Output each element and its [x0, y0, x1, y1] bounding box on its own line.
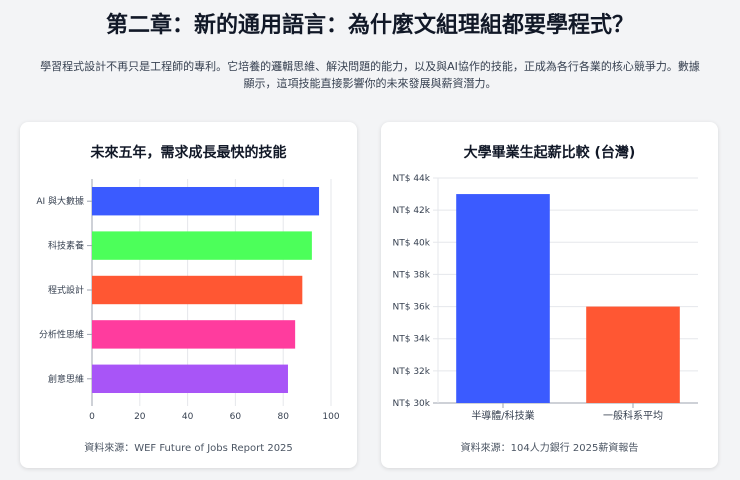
y-tick-label: NT$ 40k [393, 238, 431, 248]
x-tick-label: 半導體/科技業 [471, 409, 534, 422]
y-tick-label: NT$ 38k [393, 270, 431, 280]
salary-bar [456, 194, 550, 403]
salary-chart-title: 大學畢業生起薪比較 (台灣) [463, 145, 636, 161]
intro-paragraph: 學習程式設計不再只是工程師的專利。它培養的邏輯思維、解決問題的能力，以及與AI協… [40, 60, 700, 90]
skills-chart-source: 資料來源：WEF Future of Jobs Report 2025 [84, 443, 293, 454]
y-tick-label: 創意思維 [48, 373, 84, 385]
y-tick-label: AI 與大數據 [36, 195, 84, 207]
x-tick-label: 100 [322, 412, 339, 422]
skill-bar [92, 186, 320, 216]
y-tick-label: NT$ 36k [393, 303, 431, 313]
skills-chart-title: 未來五年，需求成長最快的技能 [90, 145, 287, 161]
y-tick-label: NT$ 42k [393, 206, 431, 216]
salary-chart-card: 大學畢業生起薪比較 (台灣) NT$ 30k NT$ 32k NT$ 34k NT$ … [381, 122, 718, 468]
salary-bar [586, 306, 680, 403]
y-tick-label: NT$ 34k [393, 335, 431, 345]
y-tick-label: 科技素養 [48, 240, 84, 252]
x-tick-label: 80 [277, 412, 289, 422]
salary-bar-chart: NT$ 30k NT$ 32k NT$ 34k NT$ 36k NT$ 38k NT$ 4… [393, 174, 698, 422]
y-tick-label: NT$ 32k [393, 367, 431, 377]
skill-bar [92, 320, 296, 349]
skill-bar [92, 275, 303, 305]
y-tick-label: 程式設計 [48, 284, 84, 296]
page-title: 第二章：新的通用語言：為什麼文組理組都要學程式？ [105, 13, 634, 38]
skills-chart-card: 未來五年，需求成長最快的技能 0 20 40 60 80 100 AI 與大數據科技素養程式… [20, 122, 357, 468]
y-tick-label: 分析性思維 [39, 328, 84, 340]
y-tick-label: NT$ 44k [393, 174, 431, 184]
x-tick-label: 0 [89, 412, 95, 422]
x-tick-label: 一般科系平均 [603, 409, 663, 422]
x-tick-label: 20 [134, 412, 146, 422]
x-tick-label: 60 [230, 412, 242, 422]
x-tick-label: 40 [182, 412, 194, 422]
y-tick-label: NT$ 30k [393, 399, 431, 409]
skill-bar [92, 364, 288, 394]
salary-chart-source: 資料來源：104人力銀行 2025薪資報告 [460, 443, 639, 454]
skill-bar [92, 231, 312, 260]
